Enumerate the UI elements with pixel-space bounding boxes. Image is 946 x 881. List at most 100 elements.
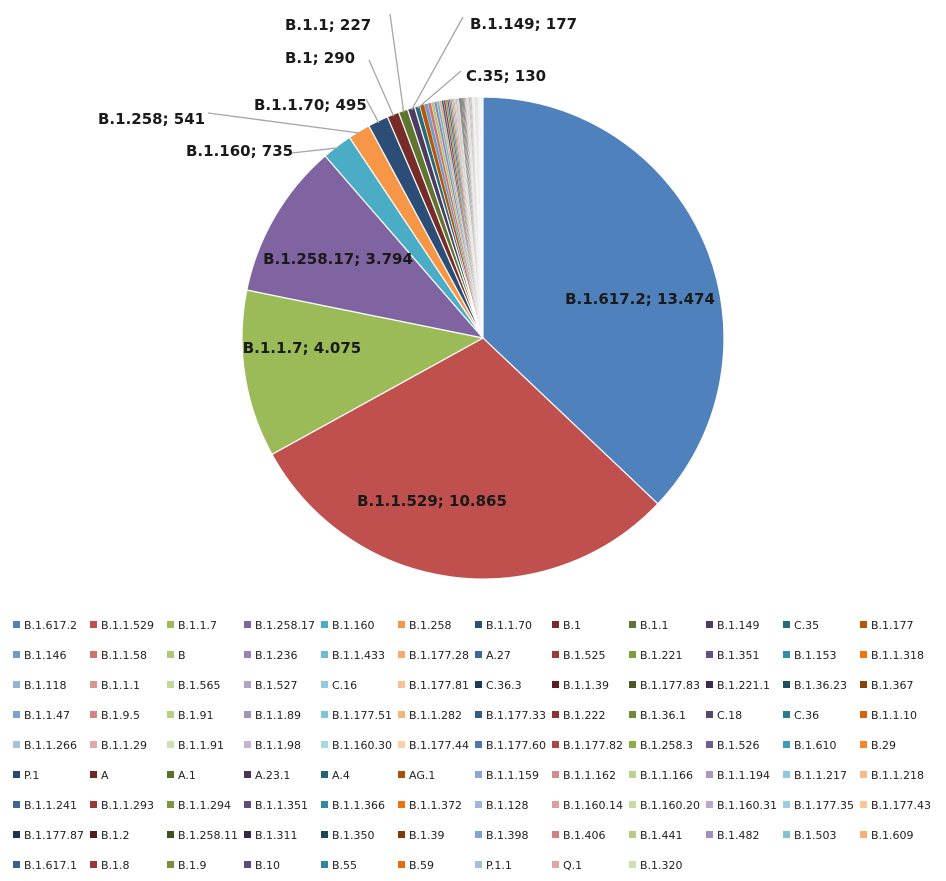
legend-swatch-b-1-2 [90, 831, 97, 838]
legend-label-p-1-1: P.1.1 [486, 859, 512, 872]
legend-swatch-b-1-1-366 [321, 801, 328, 808]
legend-swatch-b-1-177-81 [398, 681, 405, 688]
legend-item-b-1-2: B.1.2 [90, 829, 130, 842]
legend-label-b-1-1: B.1.1 [640, 619, 669, 632]
legend-swatch-b-1-1-318 [860, 651, 867, 658]
legend-label-a-4: A.4 [332, 769, 350, 782]
legend-swatch-b-1-1-218 [860, 771, 867, 778]
legend-label-b-1-177-60: B.1.177.60 [486, 739, 546, 752]
legend-item-b-1-617-1: B.1.617.1 [13, 859, 77, 872]
legend-label-b-1-1-318: B.1.1.318 [871, 649, 924, 662]
legend-swatch-b-1-160-20 [629, 801, 636, 808]
legend-item-b-1-1-372: B.1.1.372 [398, 799, 462, 812]
legend-label-b-1-1-58: B.1.1.58 [101, 649, 147, 662]
legend-item-b-1-153: B.1.153 [783, 649, 837, 662]
legend-item-b-1-128: B.1.128 [475, 799, 529, 812]
legend-label-b: B [178, 649, 186, 662]
legend-swatch-b-1-1-433 [321, 651, 328, 658]
legend-swatch-b-1-609 [860, 831, 867, 838]
legend-item-b-1-1-159: B.1.1.159 [475, 769, 539, 782]
legend-label-c-16: C.16 [332, 679, 357, 692]
legend-label-b-1-177-83: B.1.177.83 [640, 679, 700, 692]
legend-item-b-1-177-33: B.1.177.33 [475, 709, 546, 722]
legend-item-b-1-1-294: B.1.1.294 [167, 799, 231, 812]
legend-item-b-1-367: B.1.367 [860, 679, 914, 692]
legend-item-b-59: B.59 [398, 859, 434, 872]
legend-label-b-1-36-1: B.1.36.1 [640, 709, 686, 722]
legend-swatch-b-1-1-91 [167, 741, 174, 748]
legend-item-b-1-441: B.1.441 [629, 829, 683, 842]
legend-item-b-1: B.1 [552, 619, 581, 632]
legend-item-b-1-1-366: B.1.1.366 [321, 799, 385, 812]
legend-swatch-b-1-1-47 [13, 711, 20, 718]
legend-label-b-1-617-2: B.1.617.2 [24, 619, 77, 632]
legend-item-b-1-1-7: B.1.1.7 [167, 619, 217, 632]
legend-item-b-1-1-266: B.1.1.266 [13, 739, 77, 752]
legend-item-b-1-526: B.1.526 [706, 739, 760, 752]
legend-label-b-29: B.29 [871, 739, 896, 752]
legend-swatch-b-1-39 [398, 831, 405, 838]
leader-line-b-1-258 [207, 112, 361, 134]
legend-item-b-1-36-23: B.1.36.23 [783, 679, 847, 692]
legend-item-b-1-9: B.1.9 [167, 859, 207, 872]
leader-line-b-1-1 [389, 13, 405, 113]
legend-swatch-b-1-1-7 [167, 621, 174, 628]
legend-label-q-1: Q.1 [563, 859, 582, 872]
legend-label-b-1-526: B.1.526 [717, 739, 760, 752]
legend-swatch-a [90, 771, 97, 778]
legend-label-b-1-177-51: B.1.177.51 [332, 709, 392, 722]
legend-item-c-35: C.35 [783, 619, 819, 632]
legend-swatch-b-1-118 [13, 681, 20, 688]
legend-label-b-1-1-351: B.1.1.351 [255, 799, 308, 812]
legend-swatch-b-1-160-31 [706, 801, 713, 808]
legend-item-b-1-1-194: B.1.1.194 [706, 769, 770, 782]
legend-swatch-b-1-1-1 [90, 681, 97, 688]
legend-item-q-1: Q.1 [552, 859, 582, 872]
legend-label-b-1-1-47: B.1.1.47 [24, 709, 70, 722]
legend-swatch-b-1-503 [783, 831, 790, 838]
legend-item-b-1-36-1: B.1.36.1 [629, 709, 686, 722]
legend-swatch-b-1-1-98 [244, 741, 251, 748]
legend-swatch-b-1-406 [552, 831, 559, 838]
legend-item-b-1-258-3: B.1.258.3 [629, 739, 693, 752]
legend-item-ag-1: AG.1 [398, 769, 435, 782]
legend-label-b-1: B.1 [563, 619, 581, 632]
pie-slice-b-1-1-7 [241, 289, 485, 456]
legend-label-b-1-146: B.1.146 [24, 649, 67, 662]
legend-label-b-1-8: B.1.8 [101, 859, 130, 872]
slice-label-b-1-617-2: B.1.617.2; 13.474 [565, 290, 715, 308]
legend-label-b-1-9-5: B.1.9.5 [101, 709, 140, 722]
legend-label-b-1-609: B.1.609 [871, 829, 914, 842]
legend-label-b-1-160-31: B.1.160.31 [717, 799, 777, 812]
legend-swatch-b-1-1-10 [860, 711, 867, 718]
legend-item-c-18: C.18 [706, 709, 742, 722]
legend-swatch-c-35 [783, 621, 790, 628]
leader-line-b-1-160 [291, 147, 339, 154]
legend-swatch-b-1-482 [706, 831, 713, 838]
legend-swatch-c-18 [706, 711, 713, 718]
legend-item-b-1-160-20: B.1.160.20 [629, 799, 700, 812]
slice-label-b-1-258: B.1.258; 541 [98, 110, 205, 128]
legend-item-b-1-9-5: B.1.9.5 [90, 709, 140, 722]
legend-label-p-1: P.1 [24, 769, 39, 782]
leader-line-c-35 [417, 70, 462, 109]
legend-item-b-1-610: B.1.610 [783, 739, 837, 752]
legend-label-b-1-1-166: B.1.1.166 [640, 769, 693, 782]
legend-swatch-b-1-177-60 [475, 741, 482, 748]
legend-label-b-1-128: B.1.128 [486, 799, 529, 812]
legend-item-b-1-503: B.1.503 [783, 829, 837, 842]
legend-item-b-1-258-11: B.1.258.11 [167, 829, 238, 842]
legend-item-b-1-1-166: B.1.1.166 [629, 769, 693, 782]
slice-label-b-1-1-70: B.1.1.70; 495 [254, 96, 367, 114]
slice-label-b-1: B.1; 290 [285, 49, 355, 67]
legend-item-b-1-1-39: B.1.1.39 [552, 679, 609, 692]
legend-label-a-1: A.1 [178, 769, 196, 782]
legend-swatch-b-1-177-35 [783, 801, 790, 808]
legend-label-b-1-258-3: B.1.258.3 [640, 739, 693, 752]
legend-label-b-55: B.55 [332, 859, 357, 872]
slice-label-b-1-1-529: B.1.1.529; 10.865 [357, 492, 507, 510]
legend-swatch-b-1-177-51 [321, 711, 328, 718]
legend-swatch-b-1-1-194 [706, 771, 713, 778]
legend-swatch-b-1-527 [244, 681, 251, 688]
legend-item-b-1-258-17: B.1.258.17 [244, 619, 315, 632]
